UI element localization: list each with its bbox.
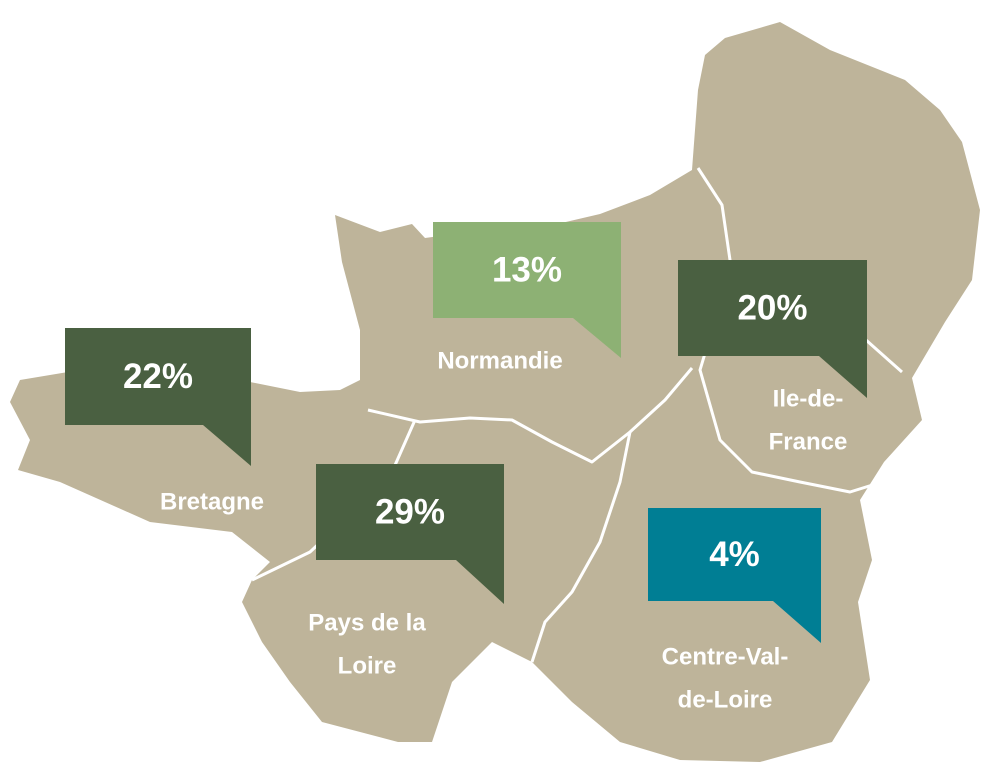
region-name: Centre-Val-: [662, 643, 789, 670]
callout: [678, 260, 867, 398]
region-border: [367, 367, 694, 464]
value-label: 13%: [492, 250, 562, 289]
region-border: [530, 431, 632, 663]
region-name: Bretagne: [160, 488, 264, 515]
region-name: de-Loire: [678, 686, 773, 713]
value-label: 29%: [375, 492, 445, 531]
region-name: Pays de la: [308, 609, 426, 636]
region-name: Normandie: [437, 347, 562, 374]
callout: [316, 464, 504, 604]
region-name: France: [769, 428, 848, 455]
region-border: [696, 167, 883, 494]
callout: [648, 508, 821, 643]
region-border: [865, 338, 903, 374]
value-label: 4%: [709, 535, 760, 574]
callout: [433, 222, 621, 358]
callout: [65, 328, 251, 466]
value-label: 20%: [737, 288, 807, 327]
region-name: Ile-de-: [773, 385, 844, 412]
region-name: Loire: [338, 652, 397, 679]
value-label: 22%: [123, 357, 193, 396]
